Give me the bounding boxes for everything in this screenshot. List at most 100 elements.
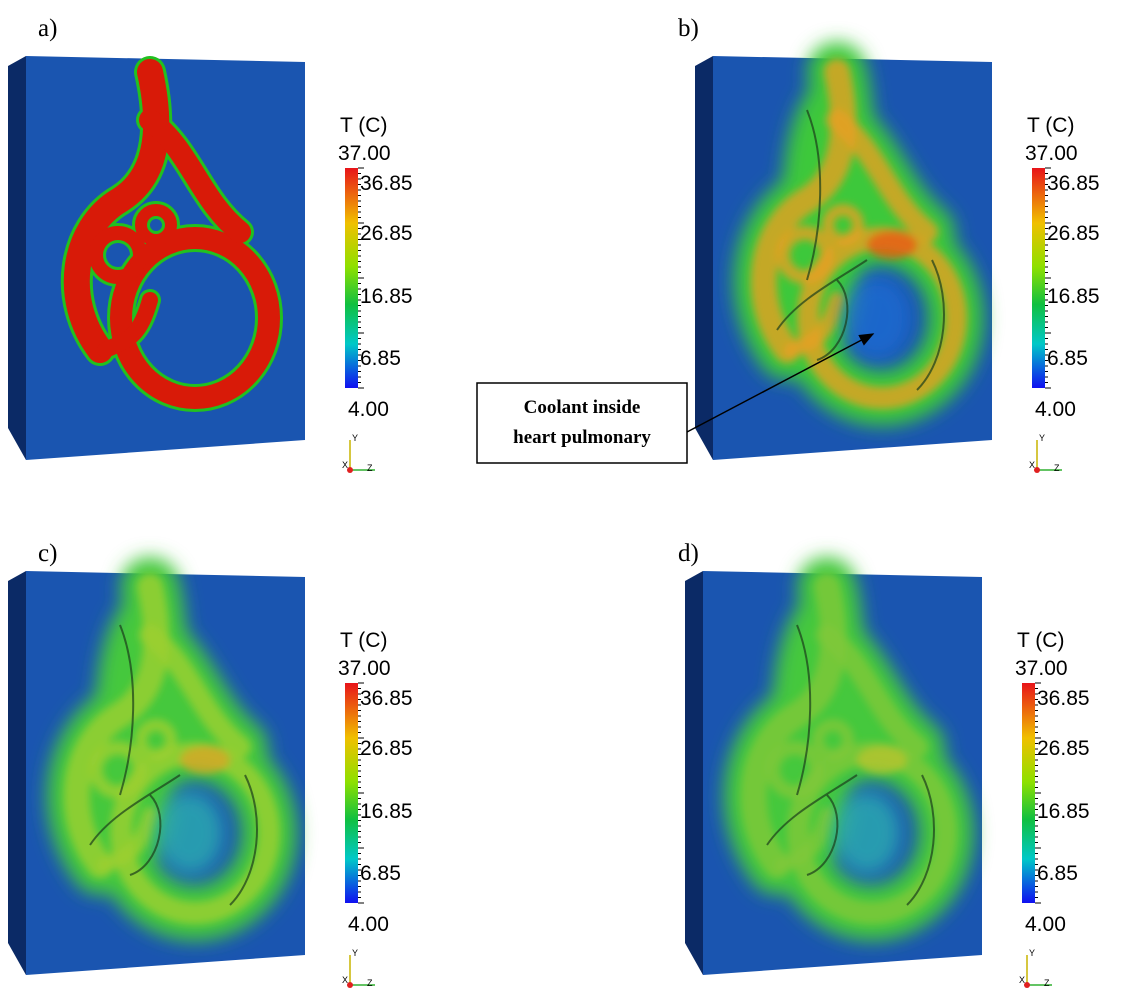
legend-tick: 16.85 xyxy=(1037,800,1090,823)
axis-x xyxy=(1024,982,1030,988)
legend-tick: 36.85 xyxy=(1037,687,1090,710)
tissue-core xyxy=(139,624,251,758)
legend-tick: 26.85 xyxy=(1037,737,1090,760)
block-side xyxy=(695,56,713,460)
axis-label-y: Y xyxy=(352,433,358,443)
axis-label-x: X xyxy=(1029,460,1035,470)
surface-edge xyxy=(906,774,935,906)
heart xyxy=(723,557,974,941)
tissue-core xyxy=(784,292,845,358)
block-side xyxy=(685,571,703,975)
panel-label: b) xyxy=(678,15,699,42)
surface-edge xyxy=(916,259,945,391)
surface-edge xyxy=(816,279,849,361)
surface-edge xyxy=(806,794,839,876)
legend-tick: 6.85 xyxy=(1037,862,1078,885)
surface-edge xyxy=(89,774,181,846)
cool-core xyxy=(843,276,911,360)
legend-tick: 26.85 xyxy=(360,737,413,760)
tissue xyxy=(139,109,251,243)
legend-tick: 16.85 xyxy=(1047,285,1100,308)
axis-label-x: X xyxy=(342,460,348,470)
legend-max: 37.00 xyxy=(1015,657,1068,680)
tissue xyxy=(135,204,177,246)
panel: T (C) 37.00 36.85 26.85 16.85 6.85 4.00 Y X Z xyxy=(695,42,1100,473)
legend-tick: 16.85 xyxy=(360,285,413,308)
colorbar xyxy=(345,683,358,903)
legend-title: T (C) xyxy=(340,629,387,652)
axis-label-y: Y xyxy=(1039,433,1045,443)
cool-core xyxy=(833,791,901,875)
tissue-core xyxy=(812,719,854,761)
heart-core xyxy=(63,574,280,924)
annotation-box xyxy=(476,382,688,464)
legend-tick: 16.85 xyxy=(360,800,413,823)
heart xyxy=(60,56,283,412)
annotation-arrow xyxy=(686,333,875,433)
tissue-core xyxy=(826,109,938,243)
axis-label-z: Z xyxy=(367,463,373,473)
axis-label-z: Z xyxy=(367,978,373,988)
legend-max: 37.00 xyxy=(338,657,391,680)
legend-tick: 6.85 xyxy=(360,862,401,885)
cool-core xyxy=(156,791,224,875)
panel-label: a) xyxy=(38,15,57,42)
hot-spot xyxy=(180,746,230,774)
tissue-core xyxy=(135,719,177,761)
axis-label-z: Z xyxy=(1044,978,1050,988)
surface-edge xyxy=(119,624,135,796)
hot-spot xyxy=(857,746,907,774)
tissue xyxy=(89,226,147,284)
legend-tick: 36.85 xyxy=(360,172,413,195)
tissue xyxy=(110,227,280,409)
legend-title: T (C) xyxy=(1027,114,1074,137)
legend-tick: 36.85 xyxy=(1047,172,1100,195)
axis-x xyxy=(347,467,353,473)
panel: T (C) 37.00 36.85 26.85 16.85 6.85 4.00 Y X Z xyxy=(8,557,413,988)
legend-min: 4.00 xyxy=(1035,398,1076,421)
surface-edge xyxy=(766,774,858,846)
tissue-core xyxy=(776,226,834,284)
tissue-core xyxy=(766,741,824,799)
axis-x xyxy=(1034,467,1040,473)
heart xyxy=(733,42,984,426)
tissue-core xyxy=(816,624,928,758)
colorbar xyxy=(1032,168,1045,388)
tissue xyxy=(97,292,158,358)
surface-edge xyxy=(229,774,258,906)
tissue-core xyxy=(97,807,158,873)
legend-min: 4.00 xyxy=(1025,913,1066,936)
annotation-text: heart pulmonary xyxy=(513,427,651,448)
surface-edge xyxy=(796,624,812,796)
panel: T (C) 37.00 36.85 26.85 16.85 6.85 4.00 Y X Z xyxy=(685,557,1090,988)
legend-min: 4.00 xyxy=(348,398,389,421)
axis-label-y: Y xyxy=(352,948,358,958)
axis-label-x: X xyxy=(342,975,348,985)
legend-tick: 6.85 xyxy=(1047,347,1088,370)
legend-max: 37.00 xyxy=(1025,142,1078,165)
legend-title: T (C) xyxy=(1017,629,1064,652)
axis-x xyxy=(347,982,353,988)
legend-tick: 26.85 xyxy=(360,222,413,245)
heart-core xyxy=(750,59,967,409)
tissue-core xyxy=(89,741,147,799)
colorbar xyxy=(345,168,358,388)
legend-title: T (C) xyxy=(340,114,387,137)
surface-edge xyxy=(776,259,868,331)
annotation-text: Coolant inside xyxy=(524,397,641,418)
legend-min: 4.00 xyxy=(348,913,389,936)
panel: T (C) 37.00 36.85 26.85 16.85 6.85 4.00 Y X Z xyxy=(8,56,413,473)
block-side xyxy=(8,571,26,975)
legend-max: 37.00 xyxy=(338,142,391,165)
surface-edge xyxy=(129,794,162,876)
heart-core xyxy=(740,574,957,924)
axis-label-x: X xyxy=(1019,975,1025,985)
block-side xyxy=(8,56,26,460)
tissue-core xyxy=(822,204,864,246)
colorbar xyxy=(1022,683,1035,903)
axis-label-y: Y xyxy=(1029,948,1035,958)
heart xyxy=(46,557,297,941)
hot-spot xyxy=(867,231,917,259)
axis-label-z: Z xyxy=(1054,463,1060,473)
